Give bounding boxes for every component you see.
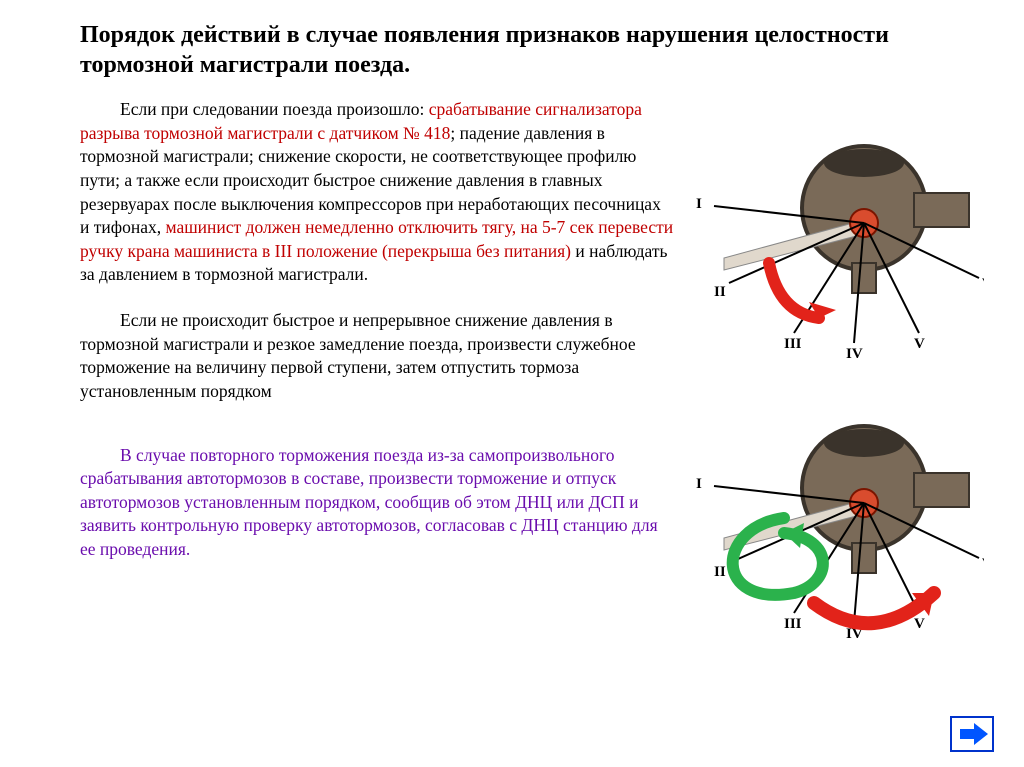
- paragraph-3: В случае повторного торможения поезда из…: [80, 444, 674, 562]
- svg-text:I: I: [696, 476, 702, 492]
- p3-text: В случае повторного торможения поезда из…: [80, 445, 658, 560]
- svg-text:II: II: [714, 564, 726, 580]
- svg-text:III: III: [784, 616, 802, 632]
- image-column: IIIIIIIVVVI IIIIIIIVVVI: [694, 98, 994, 638]
- next-arrow-button[interactable]: [950, 716, 994, 752]
- svg-text:IV: IV: [846, 346, 863, 358]
- valve-diagram-1: IIIIIIIVVVI: [694, 108, 984, 358]
- page-title: Порядок действий в случае появления приз…: [80, 20, 994, 80]
- text-column: Если при следовании поезда произошло: ср…: [30, 98, 674, 638]
- svg-text:V: V: [914, 336, 925, 352]
- valve-diagram-2: IIIIIIIVVVI: [694, 388, 984, 638]
- svg-text:VI: VI: [982, 556, 984, 572]
- svg-text:I: I: [696, 196, 702, 212]
- p1-s1: Если при следовании поезда произошло:: [120, 99, 429, 119]
- paragraph-2: Если не происходит быстрое и непрерывное…: [80, 309, 674, 404]
- svg-text:V: V: [914, 616, 925, 632]
- svg-text:III: III: [784, 336, 802, 352]
- svg-text:II: II: [714, 284, 726, 300]
- p2-text: Если не происходит быстрое и непрерывное…: [80, 310, 636, 401]
- paragraph-1: Если при следовании поезда произошло: ср…: [80, 98, 674, 287]
- svg-text:VI: VI: [982, 276, 984, 292]
